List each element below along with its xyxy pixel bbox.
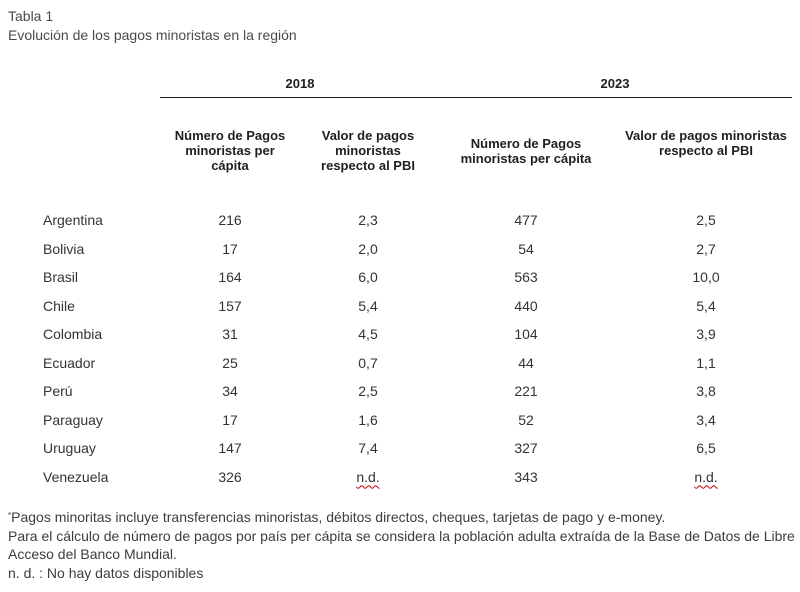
value-cell: 6,5 xyxy=(696,440,716,456)
country-cell: Venezuela xyxy=(43,468,109,485)
table-row: Venezuela 326 n.d. 343 n.d. xyxy=(0,463,800,491)
value-cell: 54 xyxy=(518,240,534,257)
value-cell: 327 xyxy=(514,440,538,456)
value-cell: 2,7 xyxy=(696,240,716,257)
value-cell: 5,4 xyxy=(696,297,716,314)
value-cell: 7,4 xyxy=(358,440,378,456)
value-cell: 326 xyxy=(218,468,242,485)
table-row: Bolivia 17 2,0 54 2,7 xyxy=(0,235,800,263)
value-cell: 1,1 xyxy=(696,354,716,371)
value-cell: 34 xyxy=(222,383,238,399)
value-cell: 44 xyxy=(518,354,534,371)
value-cell: 104 xyxy=(514,326,538,342)
table-title: Evolución de los pagos minoristas en la … xyxy=(8,27,297,43)
column-header-payments-count-2018: Número de Pagos minoristas per cápita xyxy=(174,128,286,173)
value-cell: 5,4 xyxy=(358,297,378,314)
country-cell: Perú xyxy=(43,383,73,399)
country-cell: Colombia xyxy=(43,326,103,342)
column-header-payments-value-2023: Valor de pagos minoristas respecto al PB… xyxy=(625,128,787,158)
value-cell: 31 xyxy=(222,326,238,342)
value-cell: 3,4 xyxy=(696,411,716,428)
country-cell: Paraguay xyxy=(43,411,103,428)
country-cell: Uruguay xyxy=(43,440,96,456)
table-row: Chile 157 5,4 440 5,4 xyxy=(0,292,800,320)
footnote-marker: * xyxy=(8,511,12,520)
value-cell: 52 xyxy=(518,411,534,428)
country-cell: Ecuador xyxy=(43,354,96,371)
value-cell: 25 xyxy=(222,354,238,371)
table-row: Argentina 216 2,3 477 2,5 xyxy=(0,206,800,234)
table-row: Uruguay 147 7,4 327 6,5 xyxy=(0,434,800,462)
footnotes: *Pagos minoritas incluye transferencias … xyxy=(8,508,798,582)
country-cell: Brasil xyxy=(43,269,79,285)
value-cell: 3,8 xyxy=(696,383,716,399)
table-row: Brasil 164 6,0 563 10,0 xyxy=(0,263,800,291)
table-row: Ecuador 25 0,7 44 1,1 xyxy=(0,349,800,377)
value-cell: 2,5 xyxy=(358,383,378,399)
value-cell: 440 xyxy=(514,297,538,314)
header-divider xyxy=(160,97,792,98)
country-cell: Chile xyxy=(43,297,75,314)
column-header-payments-count-2023: Número de Pagos minoristas per cápita xyxy=(460,136,592,166)
value-cell: 164 xyxy=(218,269,242,285)
value-cell: 221 xyxy=(514,383,538,399)
value-cell: 477 xyxy=(514,212,538,228)
value-cell: n.d. xyxy=(694,468,718,485)
value-cell: 2,0 xyxy=(358,240,378,257)
country-cell: Bolivia xyxy=(43,240,85,257)
table-row: Paraguay 17 1,6 52 3,4 xyxy=(0,406,800,434)
value-cell: 17 xyxy=(222,240,238,257)
footnote-line-1: *Pagos minoritas incluye transferencias … xyxy=(8,509,666,525)
value-cell: 563 xyxy=(514,269,538,285)
year-header-2018: 2018 xyxy=(285,76,315,91)
year-header-2023: 2023 xyxy=(600,76,630,91)
value-cell: 0,7 xyxy=(358,354,378,371)
table-label: Tabla 1 xyxy=(8,8,54,24)
value-cell: 1,6 xyxy=(358,411,378,428)
value-cell: 147 xyxy=(218,440,242,456)
value-cell: 2,3 xyxy=(358,212,378,228)
value-cell: 2,5 xyxy=(696,212,716,228)
table-row: Perú 34 2,5 221 3,8 xyxy=(0,377,800,405)
value-cell: 343 xyxy=(514,468,538,485)
value-cell: 6,0 xyxy=(358,269,378,285)
value-cell: 216 xyxy=(218,212,242,228)
column-header-payments-value-2018: Valor de pagos minoristas respecto al PB… xyxy=(321,128,415,173)
value-cell: 10,0 xyxy=(692,269,720,285)
value-cell: 4,5 xyxy=(358,326,378,342)
table-row: Colombia 31 4,5 104 3,9 xyxy=(0,320,800,348)
footnote-line-2: Para el cálculo de número de pagos por p… xyxy=(8,527,795,563)
country-cell: Argentina xyxy=(43,212,103,228)
value-cell: 157 xyxy=(218,297,242,314)
footnote-line-3: n. d. : No hay datos disponibles xyxy=(8,564,204,581)
value-cell: 17 xyxy=(222,411,238,428)
value-cell: 3,9 xyxy=(696,326,716,342)
value-cell: n.d. xyxy=(356,468,380,485)
